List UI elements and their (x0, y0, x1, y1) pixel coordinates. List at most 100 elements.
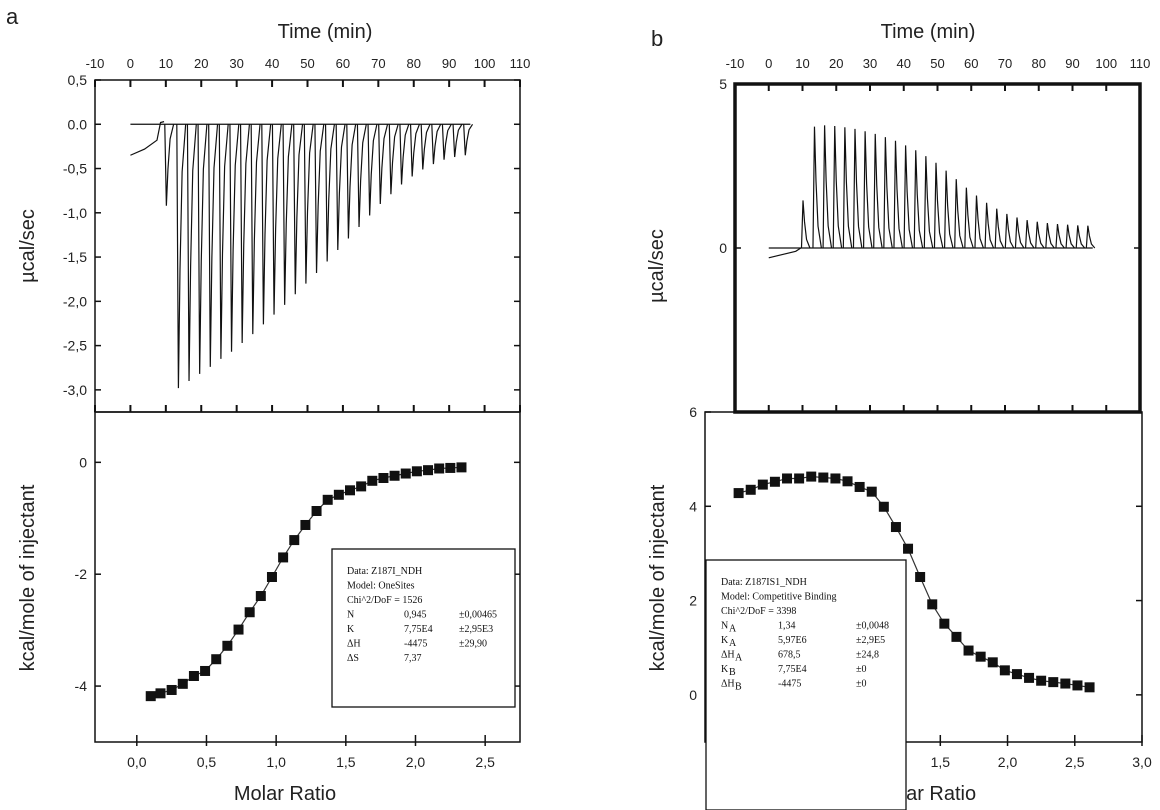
data-point (389, 470, 400, 481)
top-y-tick-label: 5 (719, 76, 727, 92)
fit-legend-text: Chi^2/DoF = 1526 (347, 595, 422, 606)
data-point (1048, 677, 1059, 688)
panel-label-b: b (651, 26, 663, 51)
top-y-axis-title: µcal/sec (646, 229, 668, 303)
top-y-tick-label: -1,5 (63, 249, 87, 265)
top-x-tick-label: 60 (336, 56, 350, 71)
data-point (166, 684, 177, 695)
injection-peak (239, 124, 251, 343)
fit-legend-subscript: B (729, 667, 736, 678)
data-point (878, 501, 889, 512)
data-point (987, 657, 998, 668)
injection-peak (186, 124, 197, 382)
bottom-x-axis-title: Molar Ratio (234, 783, 336, 805)
data-point (733, 488, 744, 499)
top-x-tick-label: 40 (897, 56, 911, 71)
injection-peak (873, 133, 883, 249)
fit-legend-subscript: A (729, 624, 737, 635)
fit-legend-param: ΔH (721, 650, 735, 661)
top-y-tick-label: 0 (719, 240, 727, 256)
injection-peak (984, 202, 995, 249)
bottom-x-tick-label: 2,5 (475, 754, 495, 770)
injection-peak (913, 150, 924, 249)
injection-peak (1075, 225, 1086, 249)
data-point (927, 599, 938, 610)
thermogram-drift (768, 247, 802, 259)
data-point (1024, 672, 1035, 683)
top-x-tick-label: 40 (265, 56, 279, 71)
injection-peak (903, 145, 914, 249)
bottom-y-tick-label: -2 (75, 566, 88, 582)
top-y-tick-label: -2,0 (63, 293, 87, 309)
data-point (155, 688, 166, 699)
fit-legend-value: 678,5 (778, 650, 801, 661)
injection-peak (346, 124, 357, 239)
data-point (233, 624, 244, 635)
injection-peak (994, 208, 1005, 249)
data-point (830, 473, 841, 484)
fit-legend-cell: ±0,00465 (459, 610, 497, 621)
panel-label-a: a (6, 4, 19, 29)
data-point (211, 654, 222, 665)
injection-peak (1014, 217, 1025, 249)
top-y-axis-title: µcal/sec (17, 209, 39, 283)
injection-peak (1065, 224, 1075, 249)
injection-peak (822, 125, 833, 249)
data-point (975, 651, 986, 662)
fit-legend-subscript: A (735, 653, 743, 664)
data-point (445, 462, 456, 473)
top-y-tick-label: 0.0 (68, 116, 88, 132)
bottom-plot-frame (94, 411, 521, 743)
data-point (1060, 678, 1071, 689)
fit-legend-value: 7,75E4 (778, 664, 807, 675)
data-point (345, 485, 355, 496)
injection-peak (923, 156, 934, 249)
top-x-tick-label: 10 (795, 56, 809, 71)
fit-legend-param: N (721, 621, 728, 632)
fit-legend-value: 5,97E6 (778, 635, 807, 646)
injection-peak (271, 124, 282, 315)
data-point (1084, 682, 1095, 693)
injection-peak (463, 123, 474, 156)
bottom-y-axis-title: kcal/mole of injectant (17, 484, 39, 671)
data-point (890, 522, 901, 533)
injection-peak (399, 124, 410, 185)
fit-legend-text: Data: Z187IS1_NDH (721, 577, 807, 588)
injection-peak (832, 125, 843, 249)
injection-peak (1035, 221, 1045, 249)
data-point (177, 678, 188, 689)
injection-peak (176, 124, 187, 389)
bottom-y-tick-label: 4 (689, 498, 697, 514)
top-x-tick-label: 90 (442, 56, 456, 71)
fit-legend-cell: 0,945 (404, 610, 427, 621)
bottom-x-tick-label: 2,0 (998, 754, 1018, 770)
data-point (356, 481, 367, 492)
data-point (1011, 669, 1022, 680)
fit-legend-box (705, 559, 907, 810)
top-y-tick-label: -1,0 (63, 205, 87, 221)
injection-peak (164, 124, 175, 206)
bottom-x-tick-label: 3,0 (1132, 754, 1152, 770)
data-point (200, 665, 211, 676)
top-x-tick-label: 110 (510, 56, 531, 71)
injection-peak (261, 124, 272, 325)
data-point (769, 476, 780, 487)
data-point (300, 519, 311, 530)
data-point (866, 486, 877, 497)
fit-legend-text: Model: Competitive Binding (721, 592, 837, 603)
bottom-x-tick-label: 2,0 (406, 754, 426, 770)
injection-peak (974, 195, 984, 249)
fit-legend-cell: -4475 (404, 639, 427, 650)
data-point (145, 691, 156, 702)
fit-legend-cell: K (347, 624, 355, 635)
bottom-y-tick-label: 6 (689, 404, 697, 420)
data-point (1036, 675, 1047, 686)
injection-peak (812, 126, 822, 249)
fit-legend-error: ±0,0048 (856, 621, 889, 632)
data-point (255, 591, 266, 602)
top-y-tick-label: -2,5 (63, 338, 87, 354)
data-point (757, 479, 768, 490)
top-x-tick-label: 10 (159, 56, 173, 71)
bottom-y-axis-title: kcal/mole of injectant (647, 484, 669, 671)
